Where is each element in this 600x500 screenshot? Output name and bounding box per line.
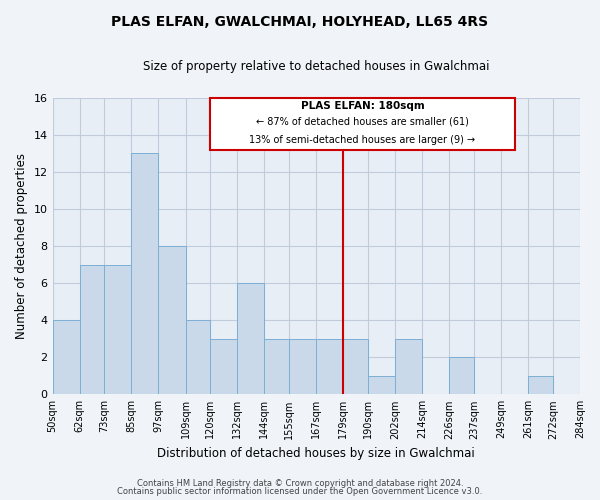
Bar: [289, 338, 316, 394]
Bar: [265, 338, 289, 394]
Bar: [104, 264, 131, 394]
Bar: [211, 338, 238, 394]
Bar: [211, 98, 515, 150]
Bar: [185, 320, 211, 394]
Bar: [343, 338, 368, 394]
Bar: [449, 357, 474, 395]
Text: PLAS ELFAN: 180sqm: PLAS ELFAN: 180sqm: [301, 101, 424, 111]
Bar: [316, 338, 343, 394]
Text: PLAS ELFAN, GWALCHMAI, HOLYHEAD, LL65 4RS: PLAS ELFAN, GWALCHMAI, HOLYHEAD, LL65 4R…: [112, 15, 488, 29]
Text: Contains HM Land Registry data © Crown copyright and database right 2024.: Contains HM Land Registry data © Crown c…: [137, 478, 463, 488]
Bar: [368, 376, 395, 394]
Text: Contains public sector information licensed under the Open Government Licence v3: Contains public sector information licen…: [118, 487, 482, 496]
Bar: [238, 283, 265, 395]
Y-axis label: Number of detached properties: Number of detached properties: [15, 153, 28, 339]
Bar: [131, 154, 158, 394]
Bar: [395, 338, 422, 394]
X-axis label: Distribution of detached houses by size in Gwalchmai: Distribution of detached houses by size …: [157, 447, 475, 460]
Title: Size of property relative to detached houses in Gwalchmai: Size of property relative to detached ho…: [143, 60, 490, 73]
Bar: [528, 376, 553, 394]
Bar: [80, 264, 104, 394]
Text: ← 87% of detached houses are smaller (61): ← 87% of detached houses are smaller (61…: [256, 117, 469, 127]
Bar: [158, 246, 185, 394]
Text: 13% of semi-detached houses are larger (9) →: 13% of semi-detached houses are larger (…: [250, 136, 476, 145]
Bar: [580, 376, 600, 394]
Bar: [53, 320, 80, 394]
